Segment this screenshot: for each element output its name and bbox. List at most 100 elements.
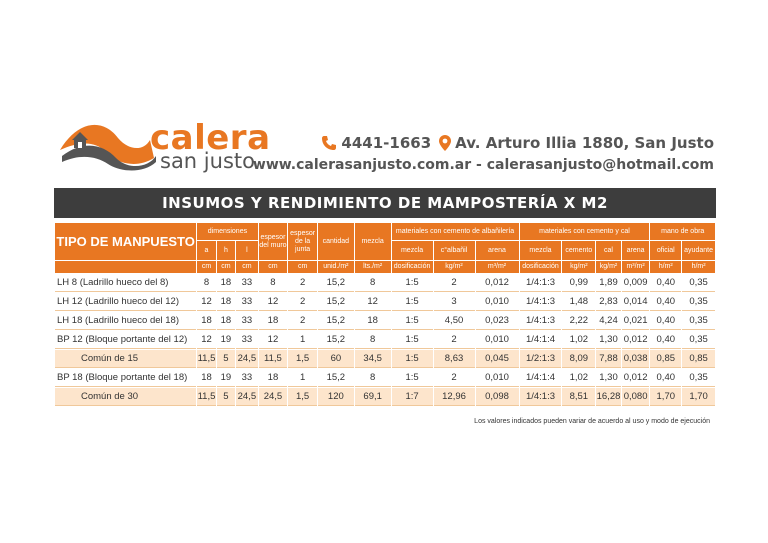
cell-l: 33 (236, 274, 258, 292)
cell-h: 5 (216, 388, 236, 406)
unit-hm2: h/m² (682, 261, 715, 273)
unit-kg1: kg/m² (433, 261, 475, 273)
cell-h: 18 (216, 274, 236, 292)
cell-ar2: 0,038 (621, 350, 650, 368)
cell-muro: 12 (258, 293, 288, 311)
cell-c1: 2 (433, 369, 475, 387)
cell-c1: 8,63 (433, 350, 475, 368)
cell-cal: 2,83 (596, 293, 621, 311)
cell-a: 12 (197, 331, 216, 349)
cell-cem: 8,09 (562, 350, 596, 368)
cell-d2: 1/2:1:3 (519, 350, 562, 368)
row-name: LH 8 (Ladrillo hueco del 8) (55, 274, 197, 292)
cell-cal: 7,88 (596, 350, 621, 368)
row-name: Común de 30 (55, 388, 197, 406)
cell-junta: 1,5 (288, 388, 317, 406)
cell-junta: 2 (288, 293, 317, 311)
cell-cem: 1,02 (562, 331, 596, 349)
cell-of: 0,85 (650, 350, 682, 368)
cell-of: 1,70 (650, 388, 682, 406)
cell-a: 18 (197, 312, 216, 330)
cell-h: 5 (216, 350, 236, 368)
cell-cant: 15,2 (317, 312, 354, 330)
cell-ay: 0,35 (682, 369, 715, 387)
phone-number[interactable]: 4441-1663 (341, 134, 432, 152)
table-body: LH 8 (Ladrillo hueco del 8) 8 18 33 8 2 15,2 8 1… (55, 274, 715, 406)
map-pin-icon (439, 135, 452, 151)
contact-line: 4441-1663 Av. Arturo Illia 1880, San Jus… (321, 134, 714, 152)
cell-l: 24,5 (236, 388, 258, 406)
header-cal: cal (596, 241, 621, 260)
cell-cal: 1,30 (596, 331, 621, 349)
cell-muro: 18 (258, 312, 288, 330)
cell-of: 0,40 (650, 331, 682, 349)
table-row: LH 18 (Ladrillo hueco del 18) 18 18 33 18 2 15… (55, 312, 715, 330)
header-mezcla-alb: mezcla (391, 241, 433, 260)
cell-h: 18 (216, 312, 236, 330)
cell-ay: 1,70 (682, 388, 715, 406)
cell-d2: 1/4:1:3 (519, 388, 562, 406)
cell-a: 11,5 (197, 388, 216, 406)
cell-cem: 2,22 (562, 312, 596, 330)
unit-m3b: m³/m² (621, 261, 650, 273)
cell-cem: 1,02 (562, 369, 596, 387)
mamposteria-table: TIPO DE MANPUESTO dimensiones espesor de… (54, 222, 716, 407)
cell-mezcla: 34,5 (354, 350, 391, 368)
cell-l: 33 (236, 293, 258, 311)
unit-dos1: dosificación (391, 261, 433, 273)
cell-a: 8 (197, 274, 216, 292)
cell-cant: 15,2 (317, 331, 354, 349)
brand-subname: san justo (160, 149, 255, 173)
header-a: a (197, 241, 216, 260)
cell-d2: 1/4:1:4 (519, 331, 562, 349)
cell-ar2: 0,009 (621, 274, 650, 292)
cell-cal: 1,30 (596, 369, 621, 387)
cell-junta: 1 (288, 331, 317, 349)
cell-cal: 1,89 (596, 274, 621, 292)
header-grupo-albanileria: materiales con cemento de albañilería (391, 223, 519, 240)
cell-cant: 15,2 (317, 274, 354, 292)
cell-a: 12 (197, 293, 216, 311)
cell-cem: 8,51 (562, 388, 596, 406)
cell-d2: 1/4:1:3 (519, 293, 562, 311)
cell-muro: 11,5 (258, 350, 288, 368)
cell-mezcla: 18 (354, 312, 391, 330)
header-grupo-mano: mano de obra (650, 223, 715, 240)
cell-d1: 1:5 (391, 312, 433, 330)
unit-l: cm (236, 261, 258, 273)
cell-d1: 1:5 (391, 331, 433, 349)
header-l: l (236, 241, 258, 260)
cell-l: 33 (236, 331, 258, 349)
header-arena-alb: arena (475, 241, 519, 260)
phone-icon (322, 136, 337, 150)
web-email[interactable]: www.calerasanjusto.com.ar - calerasanjus… (252, 157, 714, 173)
cell-cal: 4,24 (596, 312, 621, 330)
brand-name: calera (150, 118, 271, 158)
unit-m3a: m³/m² (475, 261, 519, 273)
cell-muro: 18 (258, 369, 288, 387)
cell-junta: 2 (288, 274, 317, 292)
cell-ar1: 0,010 (475, 369, 519, 387)
unit-kg3: kg/m² (596, 261, 621, 273)
footnote: Los valores indicados pueden variar de a… (474, 418, 710, 425)
cell-d2: 1/4:1:4 (519, 369, 562, 387)
cell-d2: 1/4:1:3 (519, 312, 562, 330)
cell-of: 0,40 (650, 293, 682, 311)
cell-cem: 1,48 (562, 293, 596, 311)
header-cantidad: cantidad (317, 223, 354, 260)
cell-cant: 60 (317, 350, 354, 368)
cell-of: 0,40 (650, 369, 682, 387)
cell-cal: 16,28 (596, 388, 621, 406)
cell-ar2: 0,012 (621, 331, 650, 349)
cell-h: 19 (216, 331, 236, 349)
address: Av. Arturo Illia 1880, San Justo (455, 134, 714, 152)
header-calbanil: c°albañil (433, 241, 475, 260)
row-name: BP 18 (Bloque portante del 18) (55, 369, 197, 387)
cell-c1: 2 (433, 331, 475, 349)
header-cemento: cemento (562, 241, 596, 260)
table-row: LH 12 (Ladrillo hueco del 12) 12 18 33 12 2 15… (55, 293, 715, 311)
cell-ar2: 0,014 (621, 293, 650, 311)
unit-hm1: h/m² (650, 261, 682, 273)
row-name: LH 12 (Ladrillo hueco del 12) (55, 293, 197, 311)
header-grupo-cal: materiales con cemento y cal (519, 223, 650, 240)
